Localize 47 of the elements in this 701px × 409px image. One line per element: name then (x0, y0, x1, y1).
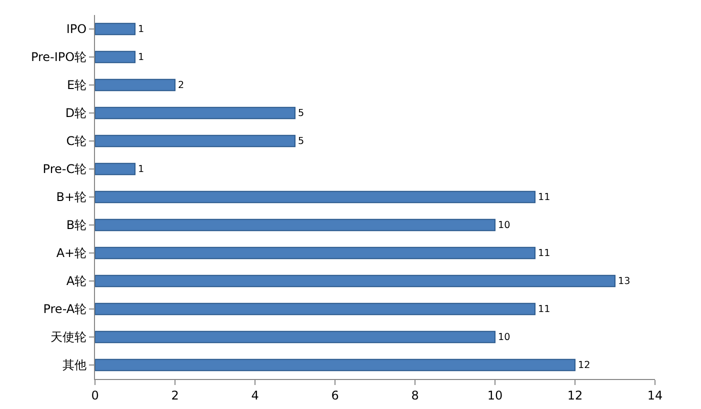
x-tick-label: 10 (487, 388, 503, 402)
data-label: 12 (578, 360, 590, 372)
data-label: 5 (298, 108, 304, 120)
x-tick-label: 0 (91, 388, 99, 402)
y-tick-label: Pre-C轮 (42, 162, 87, 176)
bar (95, 218, 496, 232)
bar (95, 22, 136, 36)
y-tick-label: C轮 (66, 134, 87, 148)
data-label: 1 (138, 164, 144, 176)
data-label: 5 (298, 136, 304, 148)
x-tick-label: 14 (647, 388, 663, 402)
bar (95, 134, 296, 148)
bar (95, 78, 176, 92)
bar (95, 330, 496, 344)
y-tick-label: A+轮 (56, 246, 87, 260)
data-label: 10 (498, 220, 510, 232)
data-label: 11 (538, 304, 550, 316)
bar (95, 274, 616, 288)
y-tick-label: A轮 (66, 274, 87, 288)
x-tick-label: 2 (171, 388, 179, 402)
x-tick-label: 4 (251, 388, 259, 402)
x-tick-label: 6 (331, 388, 339, 402)
y-tick-label: B轮 (66, 218, 87, 232)
data-label: 1 (138, 24, 144, 36)
x-tick-label: 12 (567, 388, 583, 402)
x-tick-label: 8 (411, 388, 419, 402)
y-tick-label: E轮 (67, 78, 87, 92)
y-tick-label: 其他 (62, 358, 87, 372)
y-tick-label: IPO (66, 22, 87, 36)
bar (95, 162, 136, 176)
y-tick-label: 天使轮 (50, 330, 87, 344)
bar (95, 106, 296, 120)
data-label: 1 (138, 52, 144, 64)
data-label: 10 (498, 332, 510, 344)
bar (95, 246, 536, 260)
y-tick-label: Pre-A轮 (43, 302, 87, 316)
data-label: 2 (178, 80, 184, 92)
y-tick-label: D轮 (65, 106, 87, 120)
bar (95, 190, 536, 204)
bar (95, 50, 136, 64)
bar (95, 358, 576, 372)
data-label: 13 (618, 276, 630, 288)
data-label: 11 (538, 192, 550, 204)
bar (95, 302, 536, 316)
data-label: 11 (538, 248, 550, 260)
y-tick-label: B+轮 (56, 190, 87, 204)
y-tick-label: Pre-IPO轮 (30, 50, 87, 64)
